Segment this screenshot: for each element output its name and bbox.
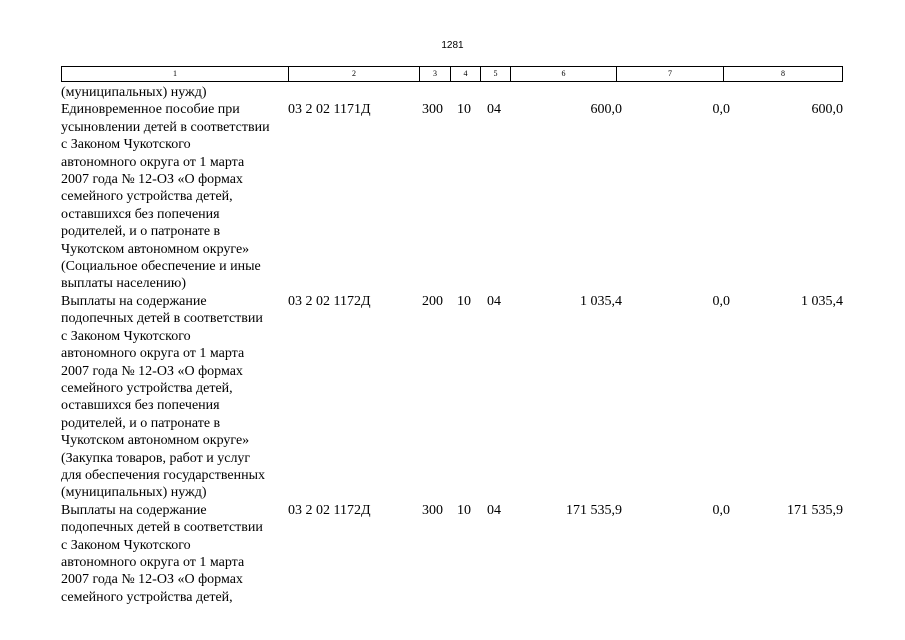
- row-col-7: 0,0: [712, 102, 731, 118]
- row-col-6: 600,0: [590, 102, 623, 118]
- row-col-6: 171 535,9: [566, 502, 622, 518]
- table-row: Единовременное пособие при усыновлении д…: [61, 101, 843, 292]
- row-col-5: 04: [487, 293, 501, 309]
- row-col-7: 0,0: [712, 502, 731, 518]
- continuation-text: (муниципальных) нужд): [61, 85, 207, 100]
- row-code: 03 2 02 1172Д: [288, 293, 371, 309]
- table-header-row: 1 2 3 4 5 6 7 8: [61, 66, 843, 82]
- header-col-3: 3: [420, 67, 451, 81]
- row-description: Единовременное пособие при усыновлении д…: [61, 102, 270, 292]
- row-code: 03 2 02 1172Д: [288, 502, 371, 518]
- row-col-8: 1 035,4: [801, 293, 843, 309]
- row-col-5: 04: [487, 102, 501, 118]
- row-col-8: 600,0: [811, 102, 844, 118]
- row-code: 03 2 02 1171Д: [288, 102, 371, 118]
- row-col-4: 10: [457, 102, 471, 118]
- page-number: 1281: [441, 40, 464, 51]
- row-description: Выплаты на содержание подопечных детей в…: [61, 502, 263, 605]
- header-col-7: 7: [617, 67, 724, 81]
- table-row: Выплаты на содержание подопечных детей в…: [61, 293, 843, 502]
- row-col-4: 10: [457, 293, 471, 309]
- table-row: Выплаты на содержание подопечных детей в…: [61, 502, 843, 606]
- row-col-4: 10: [457, 502, 471, 518]
- row-col-6: 1 035,4: [580, 293, 622, 309]
- row-col-7: 0,0: [712, 293, 731, 309]
- table-body: (муниципальных) нужд) Единовременное пос…: [61, 84, 843, 606]
- row-col-5: 04: [487, 502, 501, 518]
- row-col-3: 300: [422, 502, 443, 518]
- row-col-3: 300: [422, 102, 443, 118]
- header-col-6: 6: [511, 67, 617, 81]
- header-col-8: 8: [781, 69, 785, 78]
- row-description: Выплаты на содержание подопечных детей в…: [61, 293, 265, 501]
- row-col-8: 171 535,9: [787, 502, 843, 518]
- header-col-1: 1: [62, 67, 289, 81]
- header-col-4: 4: [451, 67, 481, 81]
- header-col-2: 2: [289, 67, 420, 81]
- row-col-3: 200: [422, 293, 443, 309]
- header-col-5: 5: [481, 67, 511, 81]
